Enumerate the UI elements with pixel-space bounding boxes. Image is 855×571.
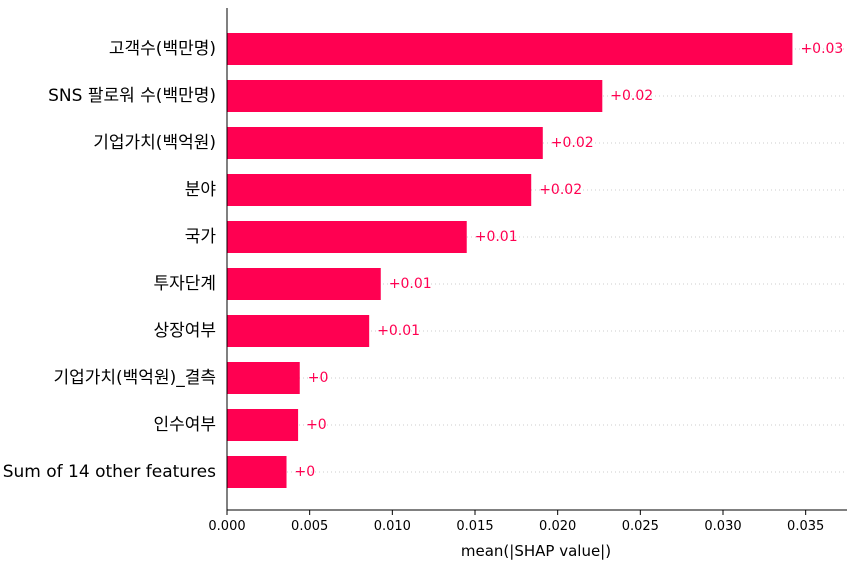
x-tick-label: 0.030 bbox=[704, 519, 741, 534]
x-tick-label: 0.035 bbox=[787, 519, 824, 534]
category-label: 국가 bbox=[185, 227, 217, 247]
bar bbox=[227, 221, 467, 253]
bar bbox=[227, 80, 603, 112]
bar bbox=[227, 174, 532, 206]
bar bbox=[227, 409, 299, 441]
category-label: 고객수(백만명) bbox=[109, 39, 216, 59]
bar-value-label: +0.02 bbox=[551, 135, 594, 151]
bar-value-label: +0.03 bbox=[800, 41, 843, 57]
bar bbox=[227, 315, 370, 347]
category-label: SNS 팔로워 수(백만명) bbox=[48, 86, 216, 106]
x-tick-label: 0.025 bbox=[622, 519, 659, 534]
bar-value-label: +0 bbox=[295, 464, 316, 480]
x-tick-label: 0.010 bbox=[374, 519, 411, 534]
bar bbox=[227, 362, 300, 394]
bar-value-label: +0.02 bbox=[539, 182, 582, 198]
category-label: 투자단계 bbox=[153, 274, 216, 294]
bar bbox=[227, 127, 543, 159]
category-label: 분야 bbox=[185, 180, 217, 200]
bar-value-label: +0.01 bbox=[377, 323, 420, 339]
x-tick-label: 0.000 bbox=[208, 519, 245, 534]
x-tick-label: 0.015 bbox=[456, 519, 493, 534]
bar bbox=[227, 456, 287, 488]
bar-value-label: +0 bbox=[308, 370, 329, 386]
x-tick-label: 0.005 bbox=[291, 519, 328, 534]
bar-value-label: +0.02 bbox=[610, 88, 653, 104]
category-label: 인수여부 bbox=[153, 415, 216, 435]
x-axis-title: mean(|SHAP value|) bbox=[461, 542, 611, 560]
bar bbox=[227, 268, 381, 300]
category-label: Sum of 14 other features bbox=[3, 462, 216, 482]
bar-value-label: +0 bbox=[306, 417, 327, 433]
category-label: 상장여부 bbox=[153, 321, 216, 341]
bar-value-label: +0.01 bbox=[389, 276, 432, 292]
category-label: 기업가치(백억원) bbox=[93, 133, 216, 153]
bar-value-label: +0.01 bbox=[475, 229, 518, 245]
category-label: 기업가치(백억원)_결측 bbox=[53, 368, 216, 388]
x-tick-label: 0.020 bbox=[539, 519, 576, 534]
bar bbox=[227, 33, 793, 65]
